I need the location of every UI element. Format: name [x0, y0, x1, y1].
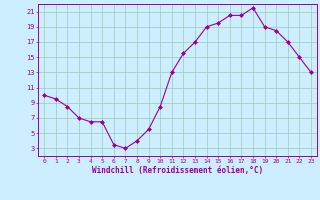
X-axis label: Windchill (Refroidissement éolien,°C): Windchill (Refroidissement éolien,°C) — [92, 166, 263, 175]
